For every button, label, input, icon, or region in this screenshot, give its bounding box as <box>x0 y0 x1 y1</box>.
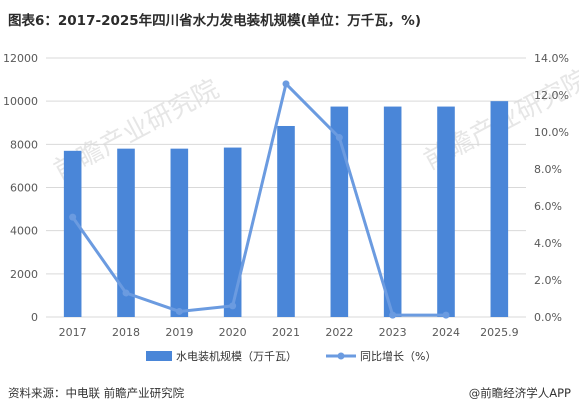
growth-line <box>71 80 446 317</box>
growth-point <box>69 213 77 221</box>
x-tick-label: 2024 <box>432 326 460 339</box>
source-note: 资料来源：中电联 前瞻产业研究院 <box>8 386 185 400</box>
legend-line-label: 同比增长（%） <box>360 349 436 363</box>
growth-point <box>389 311 397 319</box>
growth-point <box>335 134 343 142</box>
legend-bar-label: 水电装机规模（万千瓦） <box>176 349 297 363</box>
y-right-tick-label: 0.0% <box>534 311 562 324</box>
bar-2023 <box>383 106 402 317</box>
y-left-tick-label: 0 <box>31 311 38 324</box>
x-tick-label: 2018 <box>112 326 140 339</box>
line-series <box>69 80 450 319</box>
x-tick-label: 2019 <box>165 326 193 339</box>
y-right-tick-label: 6.0% <box>534 200 562 213</box>
y-right-tick-label: 4.0% <box>534 237 562 250</box>
growth-point <box>229 302 237 310</box>
bar-series <box>63 101 509 318</box>
y-left-tick-label: 10000 <box>3 95 38 108</box>
x-tick-label: 2021 <box>272 326 300 339</box>
x-tick-label: 2017 <box>59 326 87 339</box>
legend-bar-swatch <box>146 351 172 361</box>
y-left-tick-label: 4000 <box>10 225 38 238</box>
y-right-tick-label: 8.0% <box>534 163 562 176</box>
growth-point <box>122 289 130 297</box>
bar-2025.9 <box>490 101 509 318</box>
bar-2020 <box>223 147 242 317</box>
y-right-tick-label: 2.0% <box>534 274 562 287</box>
bar-2024 <box>437 106 455 317</box>
credit-label: @前瞻经济学人APP <box>468 386 571 400</box>
legend-line-marker <box>337 352 345 360</box>
y-right-tick-label: 14.0% <box>534 52 569 65</box>
x-tick-label: 2025.9 <box>480 326 519 339</box>
y-left-tick-label: 12000 <box>3 52 38 65</box>
growth-point <box>175 307 183 315</box>
bar-2018 <box>117 148 135 317</box>
growth-point <box>442 311 450 319</box>
x-tick-label: 2020 <box>219 326 247 339</box>
y-right-tick-label: 12.0% <box>534 89 569 102</box>
x-tick-label: 2022 <box>325 326 353 339</box>
bar-2019 <box>170 148 189 317</box>
growth-point <box>282 80 290 88</box>
legend: 水电装机规模（万千瓦） 同比增长（%） <box>146 349 436 363</box>
y-left-tick-label: 2000 <box>10 268 38 281</box>
bar-2022 <box>330 106 349 317</box>
y-left-tick-label: 8000 <box>10 138 38 151</box>
bar-2021 <box>277 125 295 317</box>
y-right-tick-label: 10.0% <box>534 126 569 139</box>
bar-2017 <box>63 150 82 317</box>
y-left-tick-label: 6000 <box>10 182 38 195</box>
chart-title: 图表6：2017-2025年四川省水力发电装机规模(单位：万千瓦，%) <box>8 13 422 29</box>
x-tick-label: 2023 <box>379 326 407 339</box>
axes: 0 2000 4000 6000 8000 10000 12000 0.0% 2.0% 4.0% 6… <box>3 52 569 339</box>
